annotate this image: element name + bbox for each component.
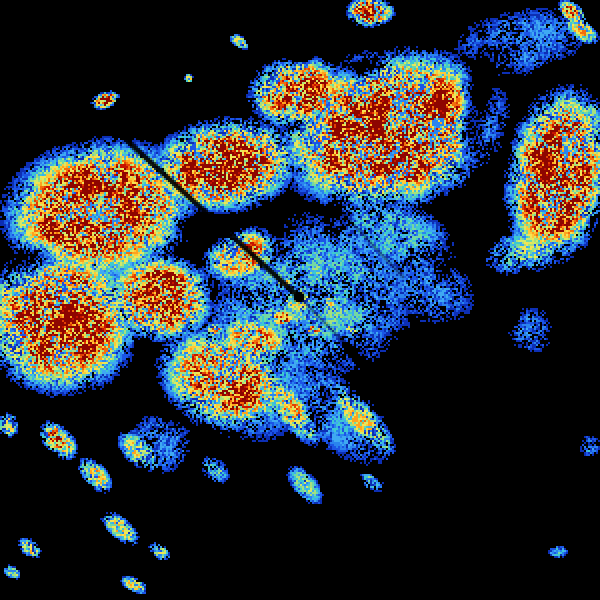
- radar-reflectivity-canvas: [0, 0, 600, 600]
- radar-display: [0, 0, 600, 600]
